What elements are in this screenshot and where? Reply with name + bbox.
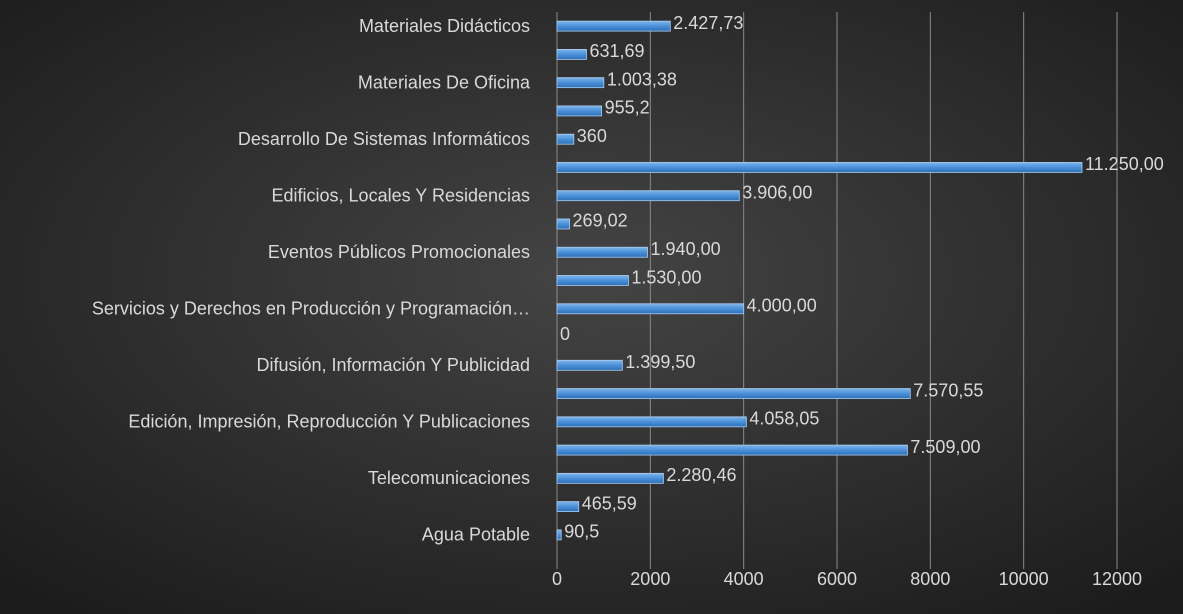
x-tick-label: 6000 [817, 569, 857, 589]
value-label: 1.399,50 [625, 352, 695, 372]
x-tick-label: 2000 [630, 569, 670, 589]
value-label: 4.000,00 [747, 296, 817, 316]
y-tick-label: Servicios y Derechos en Producción y Pro… [92, 299, 530, 319]
value-label: 631,69 [589, 41, 644, 61]
x-tick-label: 4000 [724, 569, 764, 589]
y-tick-label: Telecomunicaciones [368, 468, 530, 488]
bar [556, 77, 605, 89]
value-label: 4.058,05 [749, 409, 819, 429]
bar [556, 444, 908, 456]
bar [556, 105, 602, 117]
bar [556, 501, 580, 513]
value-label: 7.570,55 [913, 380, 983, 400]
value-label: 955,2 [605, 98, 650, 118]
x-tick-label: 0 [552, 569, 562, 589]
bar [556, 275, 629, 286]
y-tick-label: Agua Potable [422, 525, 530, 545]
x-tick-label: 10000 [999, 569, 1049, 589]
value-label: 11.250,00 [1085, 154, 1164, 174]
x-tick-label: 8000 [910, 569, 950, 589]
value-label: 1.530,00 [631, 267, 701, 287]
bar [556, 472, 664, 484]
y-tick-label: Edificios, Locales Y Residencias [272, 185, 530, 205]
bar [556, 133, 575, 145]
value-label: 465,59 [582, 493, 637, 513]
bar [556, 190, 740, 202]
bar [556, 416, 747, 428]
value-label: 90,5 [564, 522, 599, 542]
y-tick-label: Desarrollo De Sistemas Informáticos [238, 129, 530, 149]
bar [556, 48, 587, 60]
bar [556, 218, 570, 230]
y-tick-label: Difusión, Información Y Publicidad [257, 355, 531, 375]
value-label: 0 [560, 324, 570, 344]
value-label: 7.509,00 [910, 437, 980, 457]
value-label: 1.003,38 [607, 69, 677, 89]
value-label: 3.906,00 [742, 182, 812, 202]
y-tick-label: Materiales De Oficina [358, 72, 531, 92]
y-tick-label: Edición, Impresión, Reproducción Y Publi… [128, 412, 530, 432]
value-label: 2.280,46 [666, 465, 736, 485]
y-tick-label: Eventos Públicos Promocionales [268, 242, 530, 262]
value-label: 2.427,73 [673, 13, 743, 33]
value-label: 360 [577, 126, 607, 146]
bar [556, 303, 745, 315]
value-label: 269,02 [573, 211, 628, 231]
value-label: 1.940,00 [651, 239, 721, 259]
bar [556, 20, 671, 32]
y-tick-label: Materiales Didácticos [359, 16, 530, 36]
bar [556, 162, 1083, 173]
x-tick-label: 12000 [1092, 569, 1142, 589]
bar [556, 246, 648, 258]
bar [556, 529, 562, 541]
bar [556, 388, 911, 399]
bar [556, 359, 623, 371]
